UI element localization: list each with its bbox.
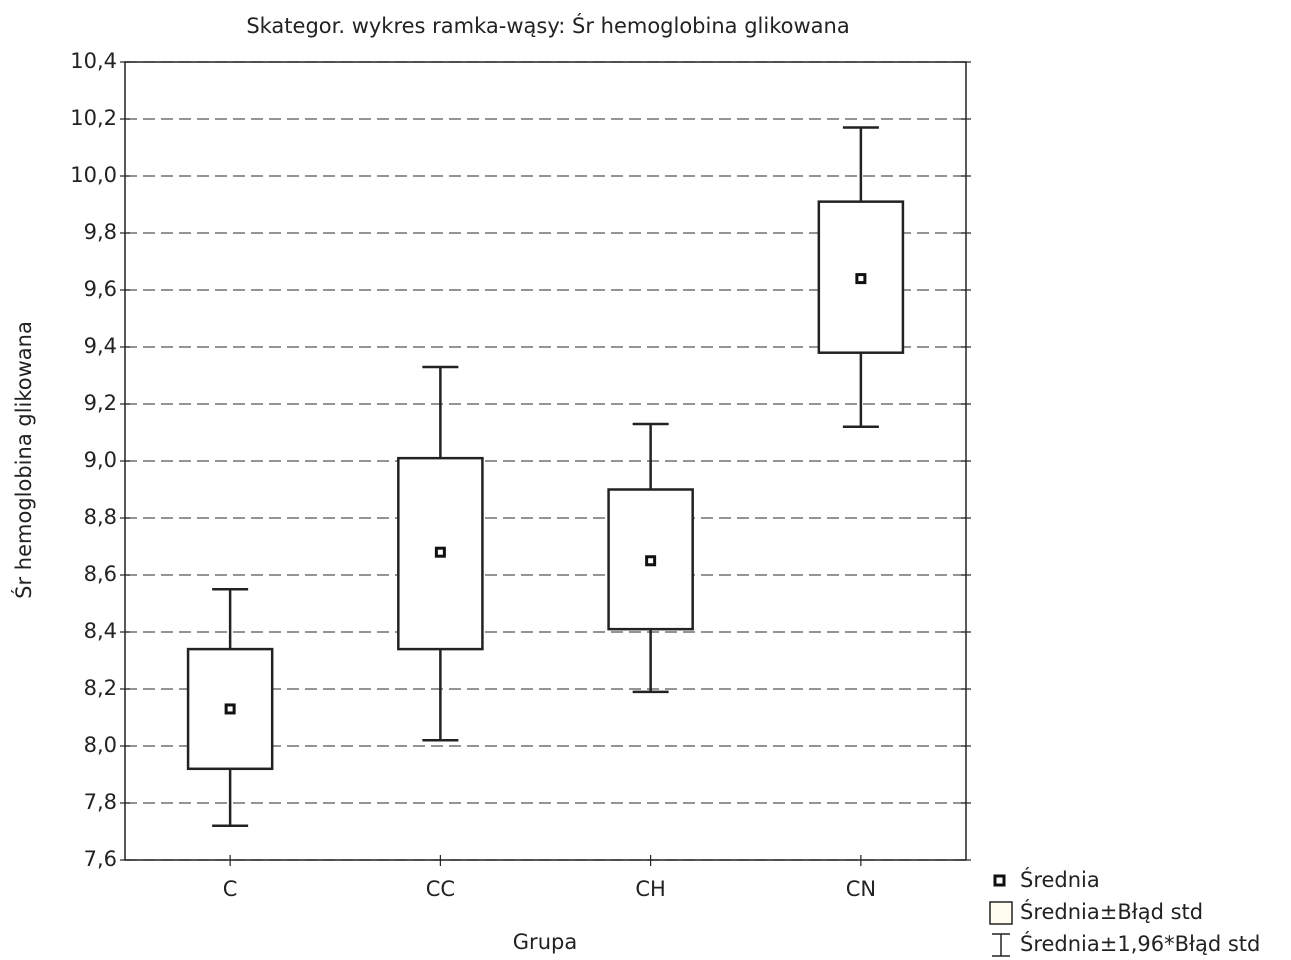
y-tick-label: 8,8 xyxy=(84,505,117,529)
x-tick-label: CC xyxy=(426,877,455,901)
y-tick-label: 8,6 xyxy=(84,562,117,586)
y-tick-label: 9,4 xyxy=(84,334,117,358)
y-tick-label: 7,8 xyxy=(84,790,117,814)
plot-frame xyxy=(124,61,967,861)
mean-marker xyxy=(434,546,446,558)
y-tick-label: 7,6 xyxy=(84,847,117,871)
y-tick-label: 10,0 xyxy=(70,163,117,187)
legend-label: Średnia xyxy=(1020,867,1100,892)
legend-box xyxy=(989,901,1013,925)
x-tick-label: CH xyxy=(635,877,665,901)
mean-marker xyxy=(855,273,867,285)
legend-label: Średnia±Błąd std xyxy=(1020,899,1203,924)
legend-label: Średnia±1,96*Błąd std xyxy=(1020,931,1260,956)
y-tick-label: 9,6 xyxy=(84,277,117,301)
x-axis-label: Grupa xyxy=(513,930,577,954)
y-tick-label: 10,2 xyxy=(70,106,117,130)
y-tick-label: 9,8 xyxy=(84,220,117,244)
y-tick-label: 8,0 xyxy=(84,733,117,757)
y-tick-label: 10,4 xyxy=(70,49,117,73)
legend-mean xyxy=(993,874,1006,887)
mean-marker xyxy=(645,555,657,567)
x-tick-label: C xyxy=(223,877,238,901)
chart-title: Skategor. wykres ramka-wąsy: Śr hemoglob… xyxy=(246,13,849,38)
y-axis-label: Śr hemoglobina glikowana xyxy=(11,321,36,599)
y-tick-label: 9,2 xyxy=(84,391,117,415)
y-tick-label: 9,0 xyxy=(84,448,117,472)
y-tick-label: 8,2 xyxy=(84,676,117,700)
mean-marker xyxy=(224,703,236,715)
x-tick-label: CN xyxy=(846,877,876,901)
y-tick-label: 8,4 xyxy=(84,619,117,643)
